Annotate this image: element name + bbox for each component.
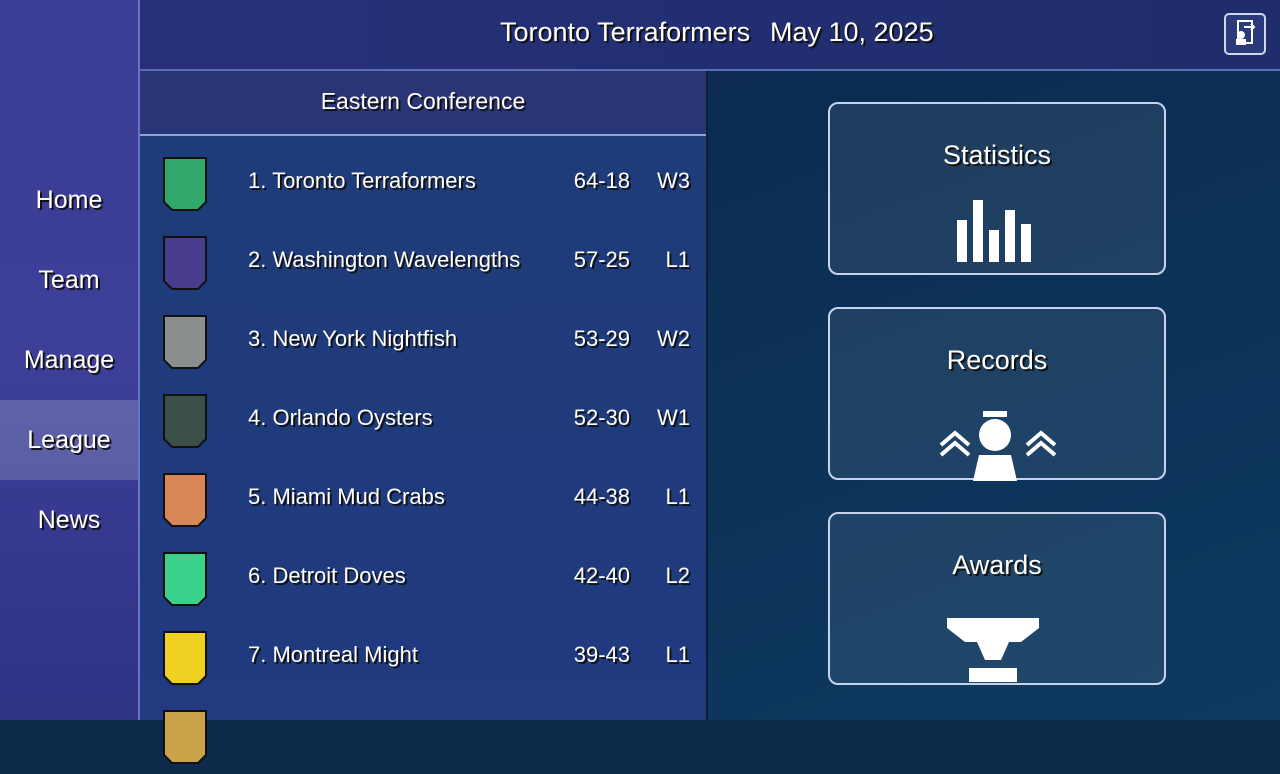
record: 44-38 <box>573 484 630 509</box>
standing-row-partial <box>140 695 700 774</box>
standing-row[interactable]: 2. Washington Wavelengths 57-25 L1 <box>140 221 700 300</box>
nav-item[interactable]: News <box>37 506 101 534</box>
team-logo <box>163 394 207 448</box>
record: 52-30 <box>573 405 630 430</box>
team-name: 2. Washington Wavelengths <box>248 247 521 272</box>
standing-row[interactable]: 3. New York Nightfish 53-29 W2 <box>140 300 700 379</box>
team-logo <box>163 157 207 211</box>
streak: L1 <box>665 247 690 272</box>
team-logo <box>163 552 207 606</box>
sidebar: Home Team Manage League News <box>0 0 140 720</box>
nav-item[interactable]: Team <box>38 266 100 294</box>
button-label: Statistics <box>942 140 1052 170</box>
standing-row[interactable]: 6. Detroit Doves 42-40 L2 <box>140 537 700 616</box>
standing-row[interactable]: 1. Toronto Terraformers 64-18 W3 <box>140 142 700 221</box>
menu-button[interactable]: Statistics <box>828 102 1166 275</box>
nav-item[interactable]: Home <box>35 186 103 214</box>
date: May 10, 2025 <box>770 17 934 47</box>
record: 53-29 <box>573 326 630 351</box>
team-name: 5. Miami Mud Crabs <box>248 484 445 509</box>
team-name: 6. Detroit Doves <box>248 563 406 588</box>
team-name: 4. Orlando Oysters <box>248 405 433 430</box>
menu-button[interactable]: Records <box>828 307 1166 481</box>
exit-button[interactable] <box>1224 13 1266 55</box>
menu-panel <box>708 71 1280 720</box>
button-icon <box>957 200 1031 262</box>
standing-row[interactable]: 5. Miami Mud Crabs 44-38 L1 <box>140 458 700 537</box>
streak: W2 <box>657 326 690 351</box>
standings-panel: Eastern Conference 1. Toronto Terraforme… <box>140 71 706 764</box>
team-name: 1. Toronto Terraformers <box>248 168 476 193</box>
divider <box>706 71 708 720</box>
team-name: 3. New York Nightfish <box>248 326 458 351</box>
streak: L2 <box>665 563 690 588</box>
record: 39-43 <box>573 642 630 667</box>
team-logo <box>163 710 207 764</box>
record: 57-25 <box>573 247 630 272</box>
nav-item[interactable]: League <box>0 400 138 480</box>
streak: W1 <box>657 405 690 430</box>
button-icon <box>947 618 1039 682</box>
team-name: Toronto Terraformers <box>500 17 751 47</box>
team-logo <box>163 315 207 369</box>
streak: L1 <box>665 642 690 667</box>
team-logo <box>163 236 207 290</box>
record: 42-40 <box>573 563 630 588</box>
nav-item[interactable]: Manage <box>23 346 115 374</box>
header: Toronto Terraformers May 10, 2025 <box>140 0 1280 71</box>
streak: W3 <box>657 168 690 193</box>
team-name: 7. Montreal Might <box>248 642 418 667</box>
conference-title: Eastern Conference <box>140 71 706 136</box>
button-label: Awards <box>952 550 1042 580</box>
record: 64-18 <box>573 168 630 193</box>
exit-icon <box>1236 20 1256 45</box>
standing-row[interactable]: 4. Orlando Oysters 52-30 W1 <box>140 379 700 458</box>
team-logo <box>163 473 207 527</box>
team-logo <box>163 631 207 685</box>
standing-row[interactable]: 7. Montreal Might 39-43 L1 <box>140 616 700 695</box>
button-label: Records <box>946 345 1048 375</box>
menu-button[interactable]: Awards <box>828 512 1166 685</box>
streak: L1 <box>665 484 690 509</box>
button-icon <box>939 411 1057 481</box>
